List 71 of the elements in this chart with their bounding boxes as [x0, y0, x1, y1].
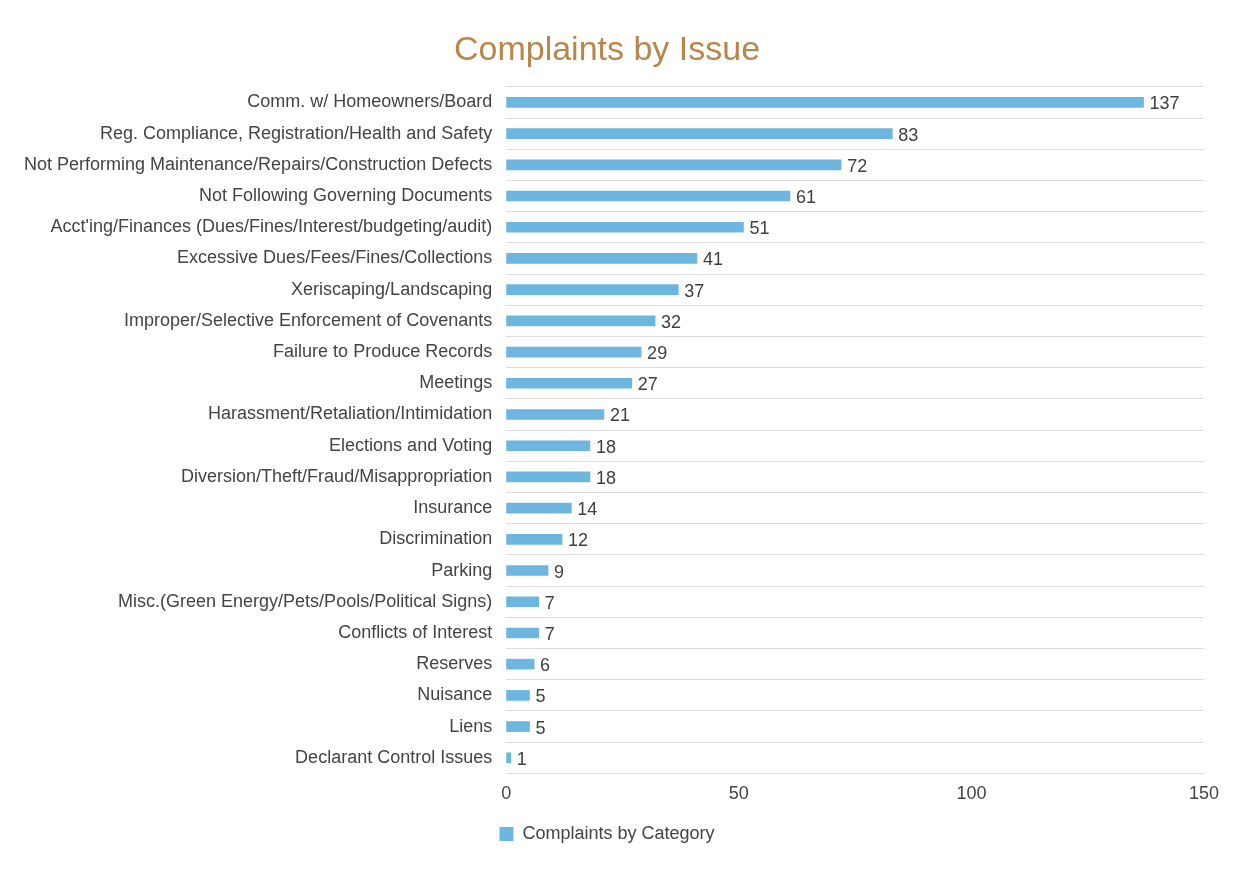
bar — [506, 315, 656, 327]
data-label: 21 — [609, 405, 630, 426]
y-tick-label: Failure to Produce Records — [273, 341, 493, 362]
x-tick-label: 50 — [728, 783, 749, 804]
y-tick-label: Liens — [449, 715, 493, 736]
bar — [506, 440, 591, 452]
y-tick-label: Excessive Dues/Fees/Fines/Collections — [177, 247, 493, 268]
bar — [506, 284, 679, 295]
data-label: 83 — [898, 124, 919, 145]
bar — [506, 346, 642, 358]
data-label: 5 — [535, 717, 546, 738]
bar — [506, 596, 540, 608]
y-tick-label: Not Following Governing Documents — [199, 185, 493, 205]
data-label: 72 — [847, 155, 868, 176]
data-label: 7 — [544, 623, 555, 644]
bar — [506, 534, 563, 545]
data-label: 137 — [1149, 93, 1180, 114]
data-label: 9 — [554, 561, 565, 582]
data-label: 27 — [637, 374, 658, 395]
bar — [506, 128, 893, 139]
y-tick-label: Discrimination — [379, 528, 493, 549]
y-tick-label: Insurance — [413, 497, 493, 518]
data-label: 29 — [647, 343, 668, 364]
y-tick-label: Acct'ing/Finances (Dues/Fines/Interest/budgeting/audit) — [50, 216, 493, 237]
y-tick-label: Comm. w/ Homeowners/Board — [247, 91, 493, 112]
data-label: 6 — [540, 655, 551, 676]
y-tick-label: Not Performing Maintenance/Repairs/Construction Defects — [23, 153, 493, 174]
y-tick-label: Reg. Compliance, Registration/Health and Safety — [99, 122, 493, 143]
x-tick-label: 100 — [956, 783, 987, 804]
bar — [506, 721, 530, 732]
data-label: 37 — [684, 280, 705, 301]
legend-label: Complaints by Category — [522, 822, 715, 843]
y-tick-label: Declarant Control Issues — [295, 746, 493, 767]
data-label: 1 — [516, 748, 527, 769]
bar — [506, 690, 530, 701]
data-label: 51 — [749, 218, 770, 239]
data-label: 18 — [595, 436, 616, 457]
bar — [506, 190, 791, 202]
bar — [506, 253, 698, 264]
bar — [506, 97, 1144, 108]
y-tick-label: Misc.(Green Energy/Pets/Pools/Political Signs) — [118, 590, 493, 611]
y-tick-label: Nuisance — [417, 684, 493, 705]
data-label: 61 — [795, 187, 817, 207]
y-tick-label: Xeriscaping/Landscaping — [291, 278, 493, 299]
x-tick-label: 150 — [1188, 783, 1220, 804]
y-tick-label: Diversion/Theft/Fraud/Misappropriation — [181, 465, 493, 486]
data-label: 41 — [702, 249, 723, 270]
data-label: 32 — [661, 311, 682, 332]
y-tick-label: Reserves — [416, 653, 493, 674]
bar — [506, 471, 591, 483]
bar — [506, 221, 744, 233]
y-tick-label: Improper/Selective Enforcement of Covenants — [124, 309, 493, 330]
bar — [506, 159, 842, 171]
bar — [506, 409, 605, 420]
bar — [506, 565, 549, 576]
x-tick-label: 0 — [501, 783, 512, 804]
y-tick-label: Harassment/Retaliation/Intimidation — [208, 403, 493, 424]
y-tick-label: Conflicts of Interest — [338, 621, 493, 642]
bar — [506, 377, 633, 389]
data-label: 5 — [535, 686, 546, 707]
chart-title: Complaints by Issue — [453, 28, 761, 67]
data-label: 7 — [544, 592, 555, 613]
bar — [506, 658, 535, 670]
data-label: 14 — [577, 499, 598, 520]
data-label: 12 — [568, 530, 589, 551]
bar — [506, 627, 540, 639]
data-label: 18 — [595, 467, 616, 488]
y-tick-label: Elections and Voting — [329, 434, 493, 455]
y-tick-label: Parking — [431, 559, 493, 580]
bar — [506, 502, 572, 514]
y-tick-label: Meetings — [419, 372, 493, 393]
